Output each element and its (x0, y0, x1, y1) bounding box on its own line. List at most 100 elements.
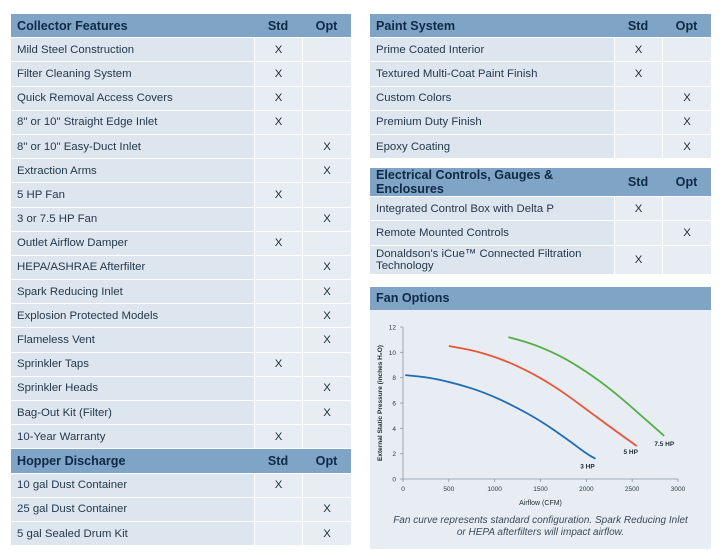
collector-feature-row: Flameless Vent X (11, 328, 351, 353)
x-tick-label: 0 (401, 486, 405, 493)
opt-mark: X (302, 207, 351, 232)
opt-mark: X (662, 86, 711, 111)
opt-mark: X (302, 280, 351, 305)
fan-options-panel: Fan Options 0 500 1000 1500 2000 2500 3000 0 2 4 6… (370, 287, 711, 549)
y-tick-label: 12 (389, 325, 397, 332)
std-column-header: Std (614, 14, 662, 39)
std-mark (614, 86, 662, 111)
feature-label: Premium Duty Finish (370, 110, 614, 135)
feature-label: 10-Year Warranty (11, 425, 254, 450)
hopper-discharge-row: 5 gal Sealed Drum Kit X (11, 521, 351, 547)
series-label: 3 HP (580, 464, 595, 471)
opt-mark: X (302, 255, 351, 281)
opt-mark (302, 110, 351, 135)
electrical-control-row: Donaldson's iCue™ Connected Filtration T… (370, 245, 711, 275)
opt-mark: X (302, 401, 351, 426)
feature-label: Outlet Airflow Damper (11, 231, 254, 256)
hopper-discharge-title: Hopper Discharge (11, 449, 254, 474)
opt-mark (302, 38, 351, 63)
feature-label: Filter Cleaning System (11, 62, 254, 87)
feature-label: Epoxy Coating (370, 134, 614, 160)
hopper-discharge-row: 10 gal Dust Container X (11, 473, 351, 498)
std-column-header: Std (614, 168, 662, 198)
opt-column-header: Opt (662, 168, 711, 198)
opt-mark (662, 197, 711, 222)
feature-label: Bag-Out Kit (Filter) (11, 401, 254, 426)
y-tick-label: 4 (392, 426, 396, 433)
std-mark (254, 207, 302, 232)
y-tick-label: 8 (392, 375, 396, 382)
right-column: Paint System Std Opt Prime Coated Interi… (370, 14, 711, 275)
collector-features-title: Collector Features (11, 14, 254, 39)
std-mark: X (254, 110, 302, 135)
std-mark: X (254, 183, 302, 208)
collector-feature-row: Extraction Arms X (11, 159, 351, 184)
fan-curve-chart: 0 500 1000 1500 2000 2500 3000 0 2 4 6 8 10 12 Airflow… (377, 325, 686, 508)
feature-label: 5 HP Fan (11, 183, 254, 208)
y-tick-label: 2 (392, 451, 396, 458)
electrical-controls-header: Electrical Controls, Gauges & Enclosures… (370, 168, 711, 198)
y-tick-label: 0 (392, 477, 396, 484)
std-mark: X (254, 425, 302, 450)
opt-mark (302, 183, 351, 208)
feature-label: Remote Mounted Controls (370, 221, 614, 246)
feature-label: 3 or 7.5 HP Fan (11, 207, 254, 232)
series-label: 5 HP (624, 449, 639, 456)
std-mark (254, 255, 302, 281)
hopper-discharge-row: 25 gal Dust Container X (11, 497, 351, 522)
feature-label: Integrated Control Box with Delta P (370, 197, 614, 222)
opt-mark: X (302, 159, 351, 184)
collector-feature-row: 3 or 7.5 HP Fan X (11, 207, 351, 232)
std-column-header: Std (254, 449, 302, 474)
paint-system-header: Paint System Std Opt (370, 14, 711, 39)
paint-system-row: Epoxy Coating X (370, 134, 711, 160)
std-mark (614, 221, 662, 246)
feature-label: 8" or 10" Straight Edge Inlet (11, 110, 254, 135)
feature-label: Textured Multi-Coat Paint Finish (370, 62, 614, 87)
caption-line-1: Fan curve represents standard configurat… (393, 515, 688, 526)
x-tick-label: 3000 (671, 486, 686, 493)
left-column: Collector Features Std Opt Mild Steel Co… (11, 14, 351, 547)
collector-feature-row: Quick Removal Access Covers X (11, 86, 351, 111)
x-tick-label: 1500 (533, 486, 548, 493)
collector-features-header: Collector Features Std Opt (11, 14, 351, 39)
std-mark (614, 110, 662, 135)
feature-label: 5 gal Sealed Drum Kit (11, 521, 254, 547)
collector-feature-row: Sprinkler Taps X (11, 352, 351, 377)
opt-mark: X (302, 304, 351, 329)
opt-mark: X (302, 497, 351, 522)
std-mark (254, 401, 302, 426)
paint-system-row: Prime Coated Interior X (370, 38, 711, 63)
paint-system-title: Paint System (370, 14, 614, 39)
hopper-discharge-header: Hopper Discharge Std Opt (11, 449, 351, 474)
opt-mark (662, 245, 711, 275)
x-tick-label: 2000 (579, 486, 594, 493)
y-tick-label: 6 (392, 401, 396, 408)
std-mark: X (254, 86, 302, 111)
std-mark (254, 521, 302, 547)
std-column-header: Std (254, 14, 302, 39)
opt-mark: X (302, 328, 351, 353)
opt-mark (302, 473, 351, 498)
opt-mark (302, 352, 351, 377)
opt-mark: X (662, 110, 711, 135)
paint-system-row: Textured Multi-Coat Paint Finish X (370, 62, 711, 87)
std-mark: X (614, 245, 662, 275)
opt-mark: X (662, 221, 711, 246)
feature-label: Prime Coated Interior (370, 38, 614, 63)
series-line-3-hp (405, 374, 596, 460)
x-tick-label: 1000 (487, 486, 502, 493)
feature-label: Flameless Vent (11, 328, 254, 353)
feature-label: Spark Reducing Inlet (11, 280, 254, 305)
paint-system-table: Paint System Std Opt Prime Coated Interi… (370, 14, 711, 160)
collector-feature-row: 5 HP Fan X (11, 183, 351, 208)
series-line-7-5-hp (508, 336, 665, 437)
feature-label: Explosion Protected Models (11, 304, 254, 329)
y-axis-title: External Static Pressure (inches H₂O) (377, 345, 384, 461)
feature-label: 25 gal Dust Container (11, 497, 254, 522)
std-mark (254, 497, 302, 522)
std-mark (254, 159, 302, 184)
opt-mark (302, 62, 351, 87)
feature-label: Quick Removal Access Covers (11, 86, 254, 111)
collector-feature-row: 10-Year Warranty X (11, 425, 351, 450)
